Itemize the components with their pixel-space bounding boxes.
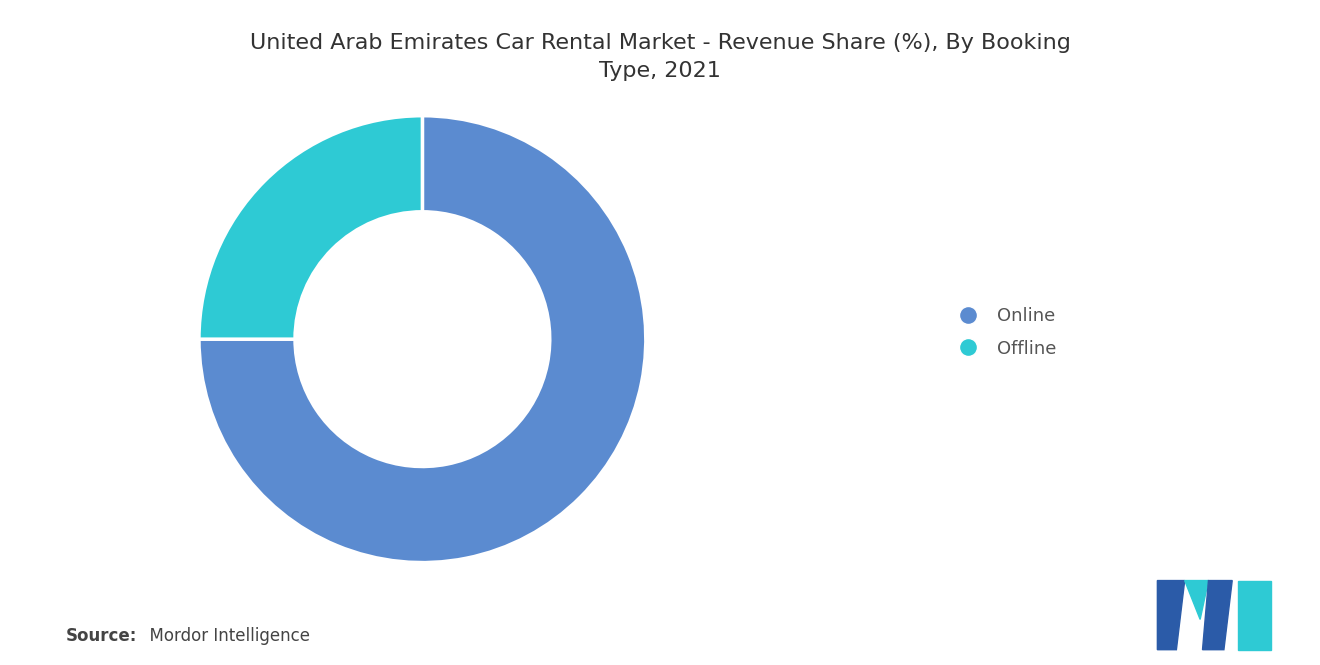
Wedge shape (199, 116, 422, 339)
Text: Mordor Intelligence: Mordor Intelligence (139, 627, 310, 645)
Text: United Arab Emirates Car Rental Market - Revenue Share (%), By Booking
Type, 202: United Arab Emirates Car Rental Market -… (249, 33, 1071, 81)
Text: Source:: Source: (66, 627, 137, 645)
Polygon shape (1185, 581, 1209, 620)
Polygon shape (1203, 581, 1233, 650)
Polygon shape (1238, 581, 1271, 650)
Polygon shape (1158, 581, 1185, 650)
Wedge shape (199, 116, 645, 563)
Legend: Online, Offline: Online, Offline (941, 298, 1065, 367)
